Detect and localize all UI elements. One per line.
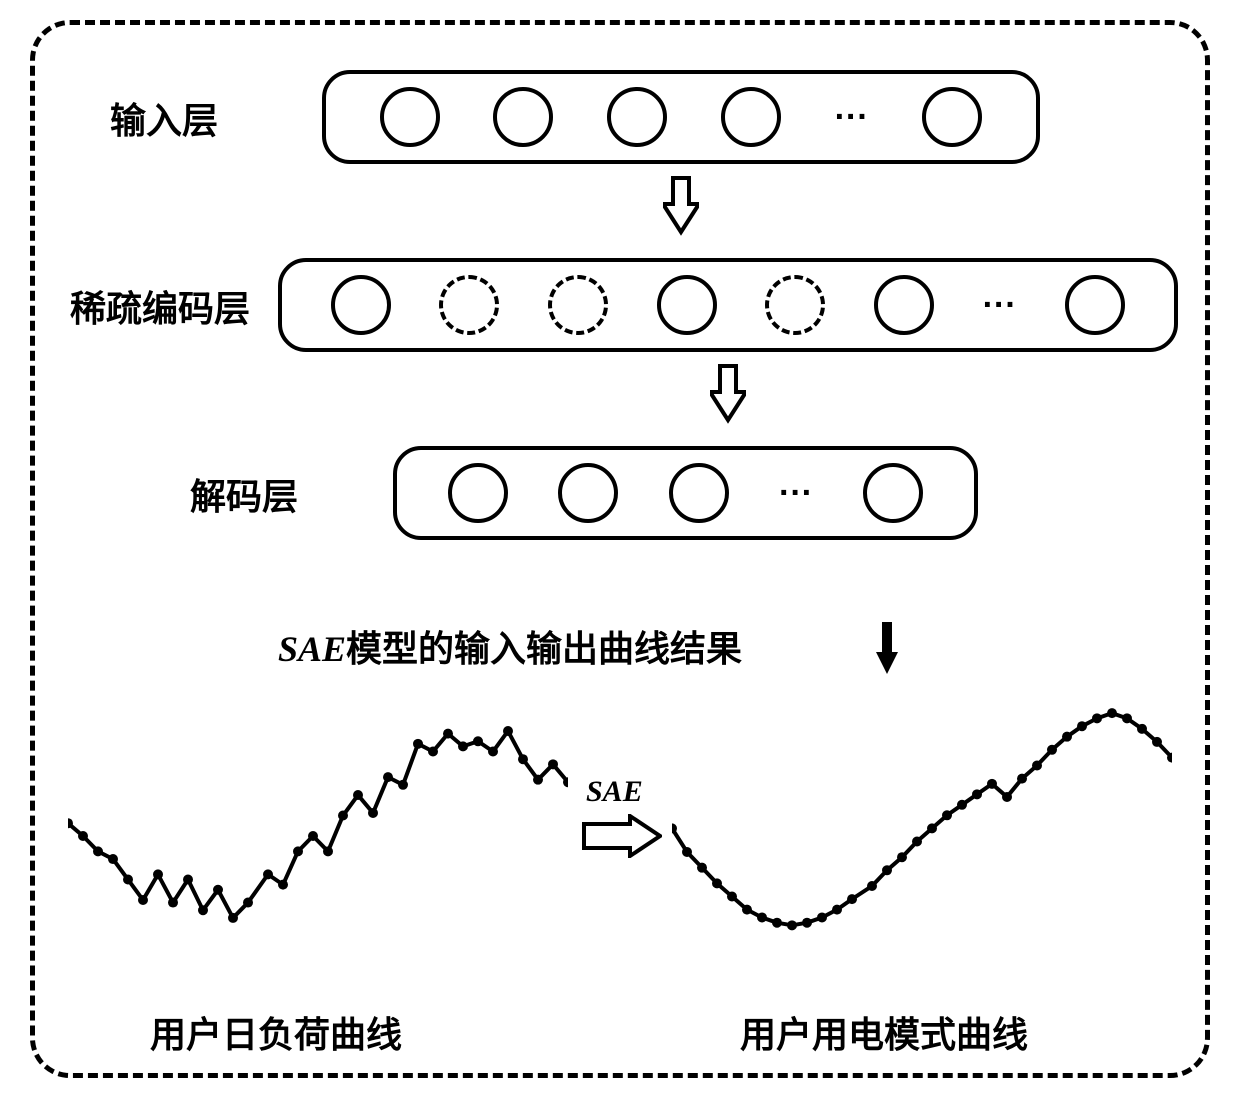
node-dashed bbox=[439, 275, 499, 335]
layer-decode-box: ··· bbox=[393, 446, 978, 540]
label-left-caption: 用户日负荷曲线 bbox=[150, 1006, 402, 1058]
sae-caption-rest: 模型的输入输出曲线结果 bbox=[346, 628, 742, 669]
node bbox=[448, 463, 508, 523]
arrow-down-icon bbox=[710, 364, 746, 424]
node bbox=[669, 463, 729, 523]
layer-input-box: ··· bbox=[322, 70, 1040, 164]
node bbox=[922, 87, 982, 147]
sae-italic: SAE bbox=[278, 629, 346, 669]
node bbox=[863, 463, 923, 523]
arrow-down-icon bbox=[663, 176, 699, 236]
arrow-down-small-icon bbox=[876, 620, 898, 676]
node bbox=[493, 87, 553, 147]
arrow-block-right-icon bbox=[582, 814, 662, 858]
label-input: 输入层 bbox=[110, 92, 218, 144]
node-dashed bbox=[548, 275, 608, 335]
label-decode: 解码层 bbox=[190, 468, 298, 520]
chart-right bbox=[672, 700, 1172, 962]
node bbox=[1065, 275, 1125, 335]
ellipsis: ··· bbox=[983, 286, 1017, 325]
node bbox=[607, 87, 667, 147]
label-sae-caption: SAE模型的输入输出曲线结果 bbox=[278, 620, 742, 672]
label-right-caption: 用户用电模式曲线 bbox=[740, 1006, 1028, 1058]
node bbox=[331, 275, 391, 335]
node bbox=[380, 87, 440, 147]
node bbox=[657, 275, 717, 335]
label-sparse: 稀疏编码层 bbox=[70, 280, 250, 332]
layer-sparse-box: ··· bbox=[278, 258, 1178, 352]
node bbox=[874, 275, 934, 335]
node-dashed bbox=[765, 275, 825, 335]
chart-left bbox=[68, 708, 568, 964]
label-sae: SAE bbox=[586, 775, 643, 809]
ellipsis: ··· bbox=[779, 474, 813, 513]
ellipsis: ··· bbox=[835, 98, 869, 137]
node bbox=[721, 87, 781, 147]
node bbox=[558, 463, 618, 523]
